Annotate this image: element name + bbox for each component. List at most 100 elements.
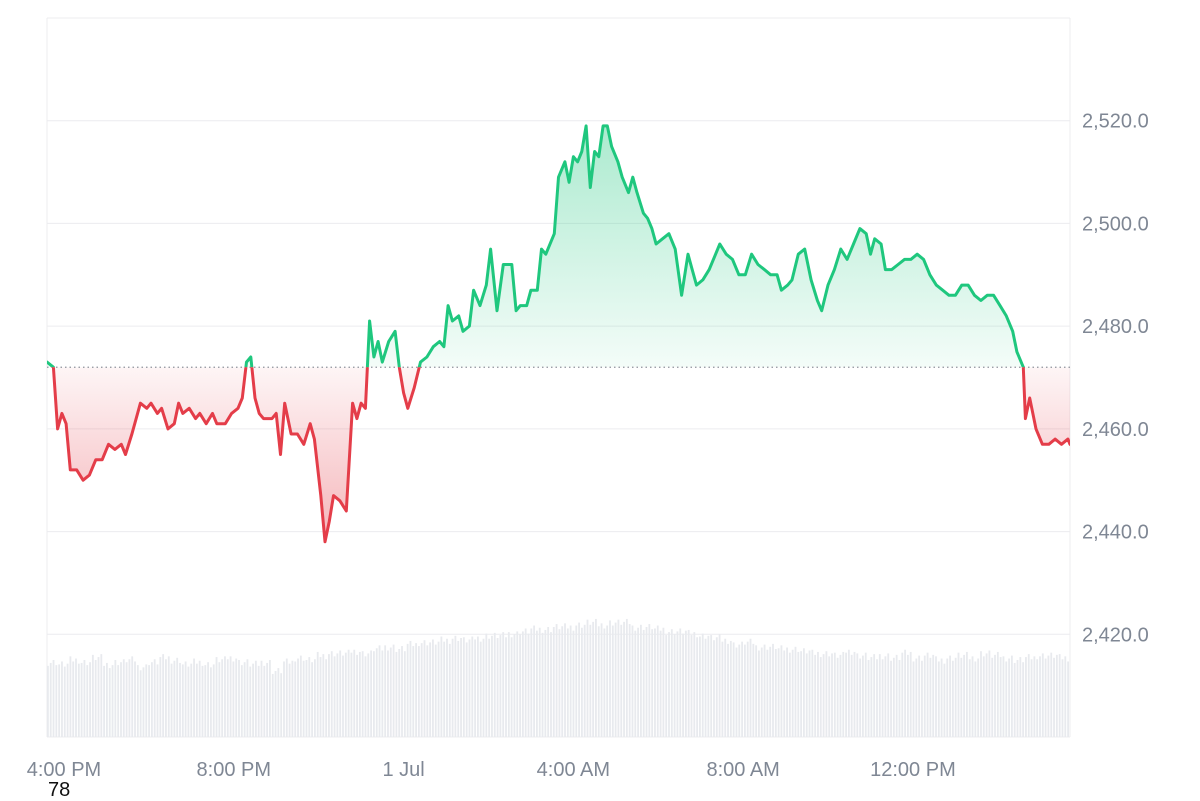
volume-bar <box>150 662 153 737</box>
volume-bar <box>204 665 207 737</box>
volume-bar <box>828 656 831 737</box>
volume-bar <box>361 651 364 737</box>
volume-bar <box>550 632 552 737</box>
volume-bar <box>271 673 274 737</box>
volume-bar <box>651 629 654 737</box>
y-tick-label: 2,480.0 <box>1082 316 1149 338</box>
volume-bars <box>47 618 1069 737</box>
volume-bar <box>403 651 406 737</box>
volume-bar <box>668 632 670 737</box>
volume-bar <box>960 657 963 737</box>
volume-bar <box>713 640 715 737</box>
volume-bar <box>718 634 721 737</box>
volume-bar <box>406 643 409 737</box>
volume-bar <box>148 665 150 737</box>
volume-bar <box>401 646 403 737</box>
volume-bar <box>274 671 277 737</box>
volume-bar <box>165 659 167 737</box>
corner-text: 78 <box>48 779 71 801</box>
volume-bar <box>179 662 181 737</box>
volume-bar <box>631 625 634 737</box>
volume-bar <box>794 646 797 737</box>
volume-bar <box>235 658 238 737</box>
volume-bar <box>316 651 319 737</box>
volume-bar <box>277 668 280 737</box>
volume-bar <box>977 658 980 737</box>
volume-bar <box>347 649 350 737</box>
volume-bar <box>586 619 589 737</box>
volume-bar <box>963 654 966 737</box>
volume-bar <box>929 657 932 737</box>
volume-bar <box>814 654 817 737</box>
volume-bar <box>294 661 297 737</box>
volume-bar <box>325 659 328 737</box>
volume-bar <box>943 663 946 737</box>
volume-bar <box>791 649 794 737</box>
volume-bar <box>583 624 586 737</box>
volume-bar <box>746 641 749 737</box>
volume-bar <box>732 642 735 737</box>
volume-bar <box>985 653 988 737</box>
volume-bar <box>69 656 72 737</box>
volume-bar <box>665 635 668 737</box>
volume-bar <box>996 651 999 737</box>
volume-bar <box>134 661 136 737</box>
volume-bar <box>623 621 625 737</box>
volume-bar <box>423 640 426 737</box>
volume-bar <box>682 633 684 737</box>
volume-bar <box>162 654 165 737</box>
volume-bar <box>648 624 651 737</box>
volume-bar <box>538 627 541 737</box>
volume-bar <box>409 640 412 737</box>
volume-bar <box>729 640 732 737</box>
volume-bar <box>63 666 66 737</box>
volume-bar <box>831 653 833 737</box>
volume-bar <box>415 643 417 737</box>
volume-bar <box>949 655 951 737</box>
volume-bar <box>387 650 389 737</box>
volume-bar <box>446 638 448 737</box>
volume-bar <box>499 635 502 737</box>
volume-bar <box>575 625 578 737</box>
volume-bar <box>780 645 783 737</box>
volume-bar <box>541 632 544 737</box>
volume-bar <box>156 664 159 737</box>
volume-bar <box>502 632 505 737</box>
volume-bar <box>640 624 642 737</box>
volume-bar <box>471 636 474 737</box>
volume-bar <box>864 652 867 737</box>
volume-bar <box>1061 659 1064 737</box>
volume-bar <box>898 660 901 737</box>
volume-bar <box>628 624 631 737</box>
volume-bar <box>937 661 940 737</box>
volume-bar <box>876 659 878 737</box>
volume-bar <box>968 659 971 737</box>
volume-bar <box>597 626 600 737</box>
volume-bar <box>249 666 252 737</box>
volume-bar <box>269 660 271 737</box>
volume-bar <box>1010 655 1013 737</box>
volume-bar <box>114 660 117 737</box>
volume-bar <box>704 638 707 737</box>
volume-bar <box>339 650 342 737</box>
volume-bar <box>836 657 839 737</box>
volume-bar <box>246 659 249 737</box>
volume-bar <box>1027 654 1030 737</box>
volume-bar <box>1016 660 1019 737</box>
volume-bar <box>47 665 49 737</box>
volume-bar <box>982 656 985 737</box>
volume-bar <box>412 646 415 737</box>
volume-bar <box>437 641 440 737</box>
volume-bar <box>66 663 69 737</box>
volume-bar <box>139 670 142 737</box>
volume-bar <box>572 630 575 737</box>
volume-bar <box>923 655 926 737</box>
volume-bar <box>603 628 606 737</box>
volume-bar <box>367 653 370 737</box>
volume-bar <box>673 634 676 737</box>
volume-bar <box>662 627 665 737</box>
volume-bar <box>426 645 429 737</box>
volume-bar <box>659 630 662 737</box>
volume-bar <box>842 651 845 737</box>
